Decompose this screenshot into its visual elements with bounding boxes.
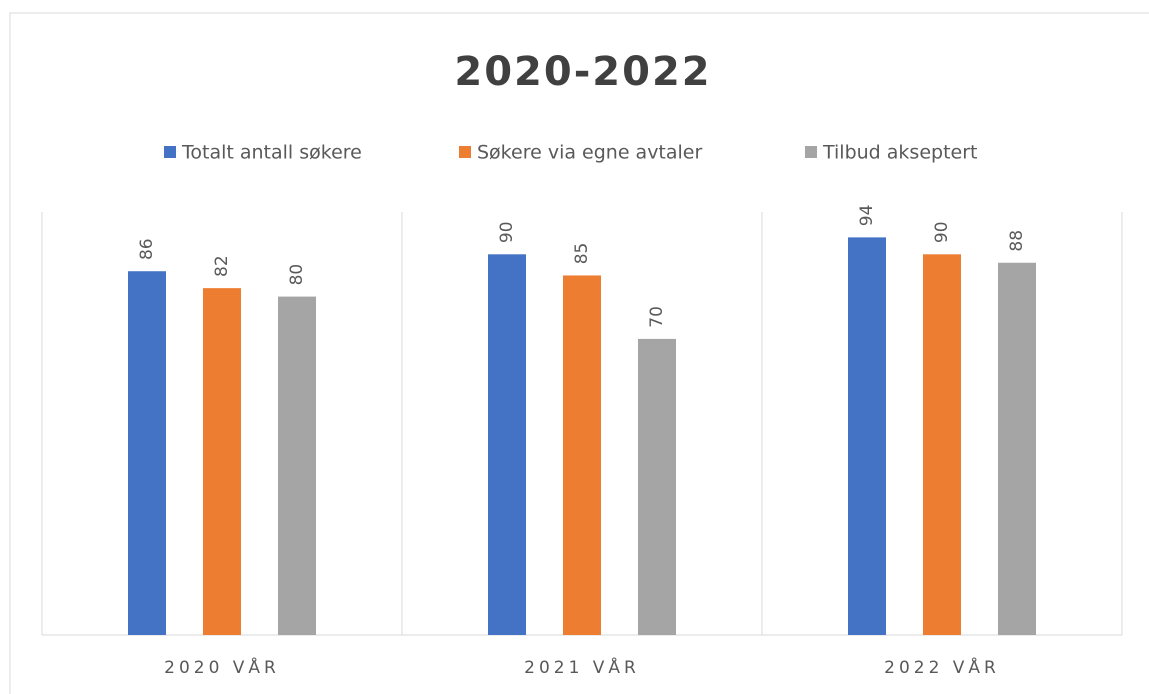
bar <box>998 262 1036 635</box>
bar <box>203 288 241 635</box>
data-label: 82 <box>212 255 232 277</box>
legend-label: Søkere via egne avtaler <box>477 142 702 164</box>
chart-title: 2020-2022 <box>454 49 711 95</box>
legend-swatch <box>164 146 176 158</box>
data-label: 86 <box>137 238 157 260</box>
x-tick-label: 2020 VÅR <box>164 656 280 678</box>
legend-label: Tilbud akseptert <box>822 142 977 164</box>
data-label: 85 <box>572 243 592 265</box>
bar <box>638 338 676 635</box>
bar <box>278 296 316 635</box>
bar <box>848 237 886 635</box>
data-label: 94 <box>857 205 877 227</box>
data-label: 90 <box>497 221 517 243</box>
bar <box>923 254 961 636</box>
data-label: 70 <box>647 306 667 328</box>
legend-label: Totalt antall søkere <box>181 142 362 164</box>
data-label: 90 <box>932 221 952 243</box>
x-tick-label: 2022 VÅR <box>884 656 1000 678</box>
legend-swatch <box>459 146 471 158</box>
data-label: 80 <box>287 264 307 286</box>
bar <box>128 271 166 635</box>
bar <box>488 254 526 636</box>
data-label: 88 <box>1007 230 1027 252</box>
x-tick-label: 2021 VÅR <box>524 656 640 678</box>
bar <box>563 275 601 635</box>
legend-swatch <box>805 146 817 158</box>
